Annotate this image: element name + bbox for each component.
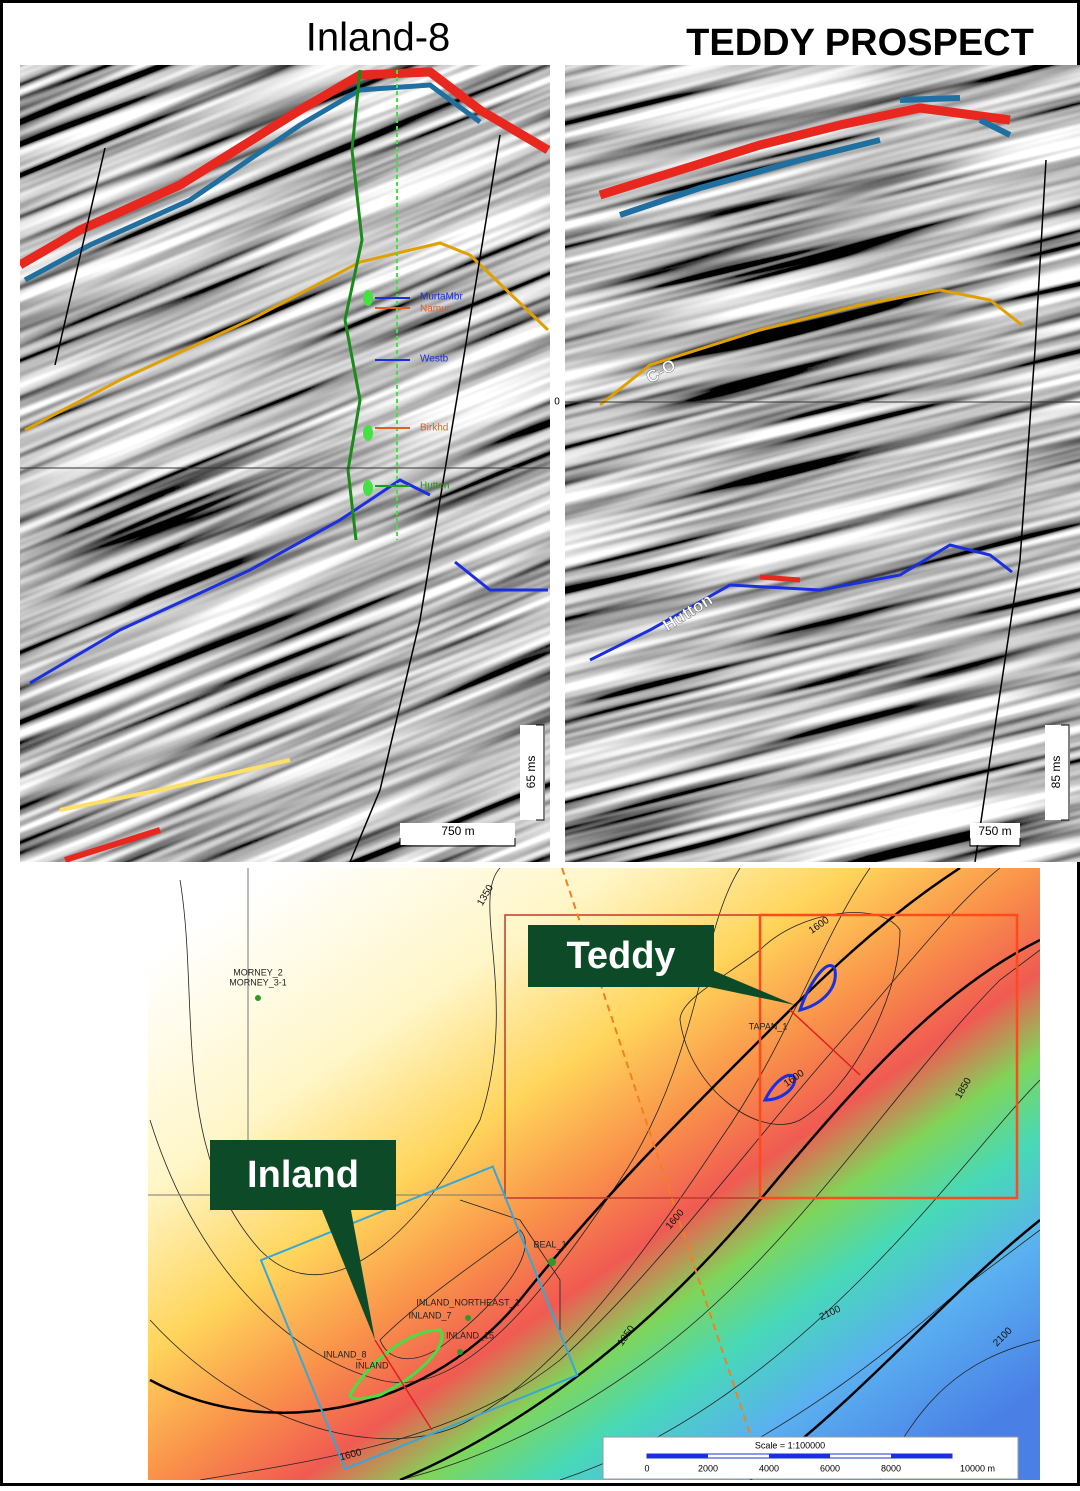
time-scale-box [520, 725, 545, 820]
map-scale-bar: Scale = 1:100000 0 2000 4000 6000 8000 1… [602, 1436, 1019, 1480]
time-scale-box [1045, 725, 1070, 820]
distance-scale-box [970, 823, 1020, 845]
right-seismic [565, 65, 1080, 862]
well-top: Hutton [420, 481, 449, 492]
well-top: Namur [420, 304, 451, 315]
callout: Inland [210, 1140, 396, 1340]
scale-label: 6000 [820, 1463, 840, 1473]
well-top: Birkhd [420, 423, 448, 434]
callout: Teddy [528, 925, 795, 1005]
well-name: INLAND_NORTHEAST_1 [416, 1297, 519, 1307]
scale-title: Scale = 1:100000 [755, 1440, 825, 1450]
well-name: MORNEY_3-1 [229, 977, 287, 987]
scale-label: 4000 [759, 1463, 779, 1473]
left-seismic [20, 65, 550, 862]
callout-label: Inland [247, 1154, 359, 1196]
well-name: BEAL_1 [533, 1239, 566, 1249]
distance-scale: 750 m [441, 824, 474, 838]
well-name: INLAND_7 [408, 1310, 451, 1320]
well-name: INLAND [355, 1360, 389, 1370]
left-title: Inland-8 [306, 16, 451, 60]
time-scale: 85 ms [1049, 756, 1063, 789]
well-top: Westb [420, 354, 449, 365]
scale-label: 8000 [881, 1463, 901, 1473]
time-zero: 0 [554, 397, 560, 408]
callout-label: Teddy [566, 935, 675, 977]
well-top: MurtaMbr [420, 292, 463, 303]
scale-label: 0 [644, 1463, 649, 1473]
distance-scale-box [400, 823, 515, 845]
right-title: TEDDY PROSPECT [686, 22, 1034, 64]
scale-label: 10000 m [960, 1463, 995, 1473]
well-name: INLAND_15 [446, 1330, 494, 1340]
well-name: MORNEY_2 [233, 967, 283, 977]
scale-label: 2000 [698, 1463, 718, 1473]
distance-scale: 750 m [978, 824, 1011, 838]
time-scale: 65 ms [524, 756, 538, 789]
well-name: TAPAN_1 [749, 1021, 788, 1031]
well-name: INLAND_8 [323, 1349, 366, 1359]
